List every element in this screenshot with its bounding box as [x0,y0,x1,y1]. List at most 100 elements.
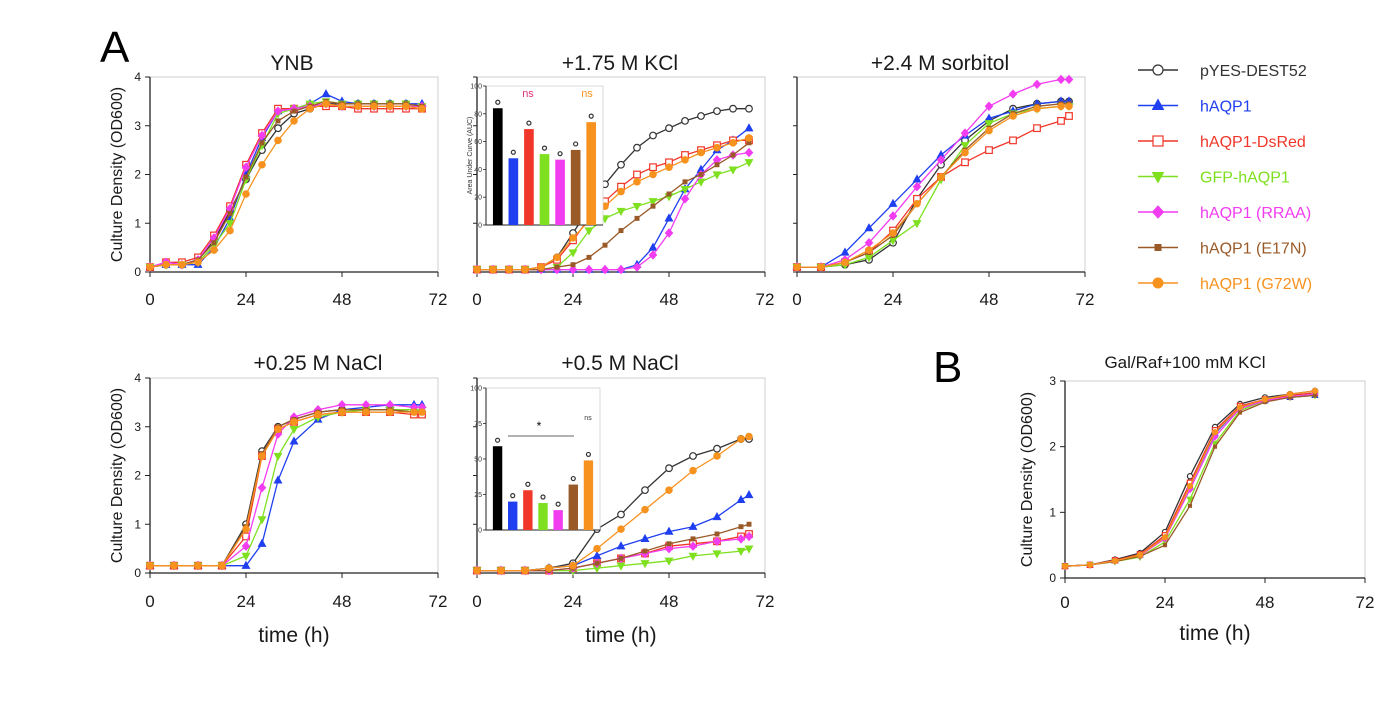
data-point [744,147,754,158]
inset-bar-point [588,113,594,119]
data-point [241,560,251,569]
data-point [242,190,250,198]
data-point [688,521,698,530]
series-1 [145,89,427,271]
data-point [257,538,267,547]
panel-label-b: B [933,343,962,392]
x-tick-label: 48 [980,290,999,309]
y-tick-label: 1 [134,517,141,531]
legend-label: hAQP1 (G72W) [1200,276,1312,293]
panel-title: YNB [270,52,313,75]
data-point [218,561,226,570]
data-point [714,531,720,537]
data-point [618,555,624,561]
series-line [149,103,423,268]
data-point [690,536,696,542]
x-tick-label: 0 [472,592,481,611]
data-point [617,525,625,533]
data-point [1186,496,1194,504]
data-point [273,475,283,484]
data-point [745,134,753,142]
data-point [554,264,560,270]
panel-title: +2.4 M sorbitol [871,52,1009,75]
series-0 [146,405,426,570]
x-tick-label: 72 [1076,290,1095,309]
legend-label: pYES-DEST52 [1200,63,1307,80]
data-point [1057,116,1065,125]
data-point [275,118,281,124]
data-point [258,452,266,460]
inset-bar [524,129,534,225]
data-point [243,174,249,180]
data-point [640,560,650,569]
legend-marker [1152,135,1164,147]
x-tick-label: 48 [333,290,352,309]
x-tick-label: 0 [1060,593,1069,612]
legend-marker [1152,64,1164,76]
y-tick-label: 3 [134,119,141,133]
y-axis-label: Culture Density (OD600) [109,87,126,262]
data-point [617,187,625,196]
inset-bar-point [557,151,563,157]
data-point [937,173,945,181]
x-tick-label: 0 [145,592,154,611]
inset-bar [492,446,503,530]
y-tick-label: 0 [1049,571,1056,585]
data-point [616,207,626,217]
data-point [1033,104,1041,113]
series-6 [1061,387,1319,570]
data-point [410,408,418,416]
data-point [600,264,610,275]
inset-bar-point [510,493,516,499]
data-point [688,552,698,561]
data-point [664,526,674,535]
data-point [1009,112,1017,120]
legend-label: hAQP1-DsRed [1200,134,1306,151]
inset-annotation: ns [581,88,593,100]
legend-item: pYES-DEST52 [1138,63,1307,80]
data-point [689,466,697,475]
series-line [149,103,422,268]
plot-frame [149,377,439,574]
data-point [1161,534,1169,541]
data-point [289,436,299,445]
series-5 [147,407,425,569]
data-point [241,541,251,551]
data-point [242,525,250,533]
legend-item: hAQP1 [1138,98,1252,116]
data-point [568,264,578,275]
series-2 [473,530,753,575]
data-point [586,254,592,260]
inset-bar [553,510,563,530]
data-point [681,116,689,125]
x-tick-label: 24 [564,290,583,309]
data-point [841,258,849,267]
x-tick-label: 24 [237,290,256,309]
data-point [1212,444,1218,449]
y-tick-label: 4 [134,371,141,385]
x-tick-label: 72 [756,290,775,309]
data-point [584,264,594,275]
data-point [521,566,529,575]
inset-y-tick-label: 0 [478,223,482,230]
data-point [736,494,746,504]
data-point [648,250,658,260]
chart-panel-kcl: +1.75 M KCl 0 24 48 72 0 20 40 60 80 100 Area Under… [467,52,774,309]
data-point [664,543,674,554]
x-tick-label: 24 [884,290,903,309]
x-tick-label: 24 [1156,593,1175,612]
data-point [712,171,722,180]
data-point [681,156,689,164]
data-point [961,158,969,167]
y-tick-label: 2 [134,168,141,182]
data-point [568,249,578,258]
y-tick-label: 0 [134,265,141,279]
x-axis-label: time (h) [258,624,329,647]
inset-bar [568,484,578,530]
data-point [497,566,505,575]
data-point [745,432,753,441]
data-point [1286,391,1294,398]
legend-item: hAQP1-DsRed [1138,134,1306,151]
data-point [170,561,178,570]
chart-panel-ynb: YNB 0 24 48 72 0 1 2 3 4 Culture Density (OD600) [109,52,447,309]
